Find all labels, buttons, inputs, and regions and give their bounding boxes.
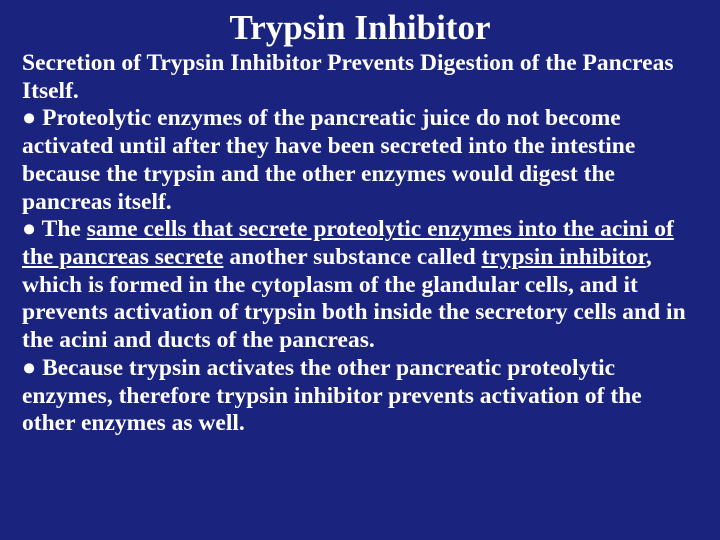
bullet-glyph: ● B xyxy=(22,355,58,381)
bullet-2-pre: The xyxy=(36,216,87,242)
bullet-glyph: ● xyxy=(22,216,36,242)
bullet-2-underline-2: trypsin inhibitor xyxy=(482,244,646,270)
bullet-3-text: ecause trypsin activates the other pancr… xyxy=(22,355,642,436)
slide-content: Secretion of Trypsin Inhibitor Prevents … xyxy=(22,50,698,438)
slide-title: Trypsin Inhibitor xyxy=(22,8,698,48)
slide-container: Trypsin Inhibitor Secretion of Trypsin I… xyxy=(0,0,720,540)
bullet-3: ● Because trypsin activates the other pa… xyxy=(22,355,698,438)
bullet-glyph: ● P xyxy=(22,105,56,131)
bullet-2: ● The same cells that secrete proteolyti… xyxy=(22,216,698,355)
bullet-1-text: roteolytic enzymes of the pancreatic jui… xyxy=(22,105,635,214)
subheading: Secretion of Trypsin Inhibitor Prevents … xyxy=(22,50,698,105)
bullet-2-mid: another substance called xyxy=(223,244,481,270)
bullet-1: ● Proteolytic enzymes of the pancreatic … xyxy=(22,105,698,216)
